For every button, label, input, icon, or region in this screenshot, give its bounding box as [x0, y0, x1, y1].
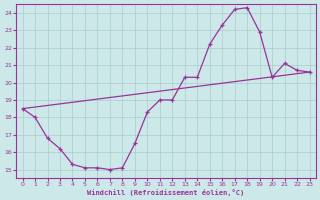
- X-axis label: Windchill (Refroidissement éolien,°C): Windchill (Refroidissement éolien,°C): [87, 189, 245, 196]
